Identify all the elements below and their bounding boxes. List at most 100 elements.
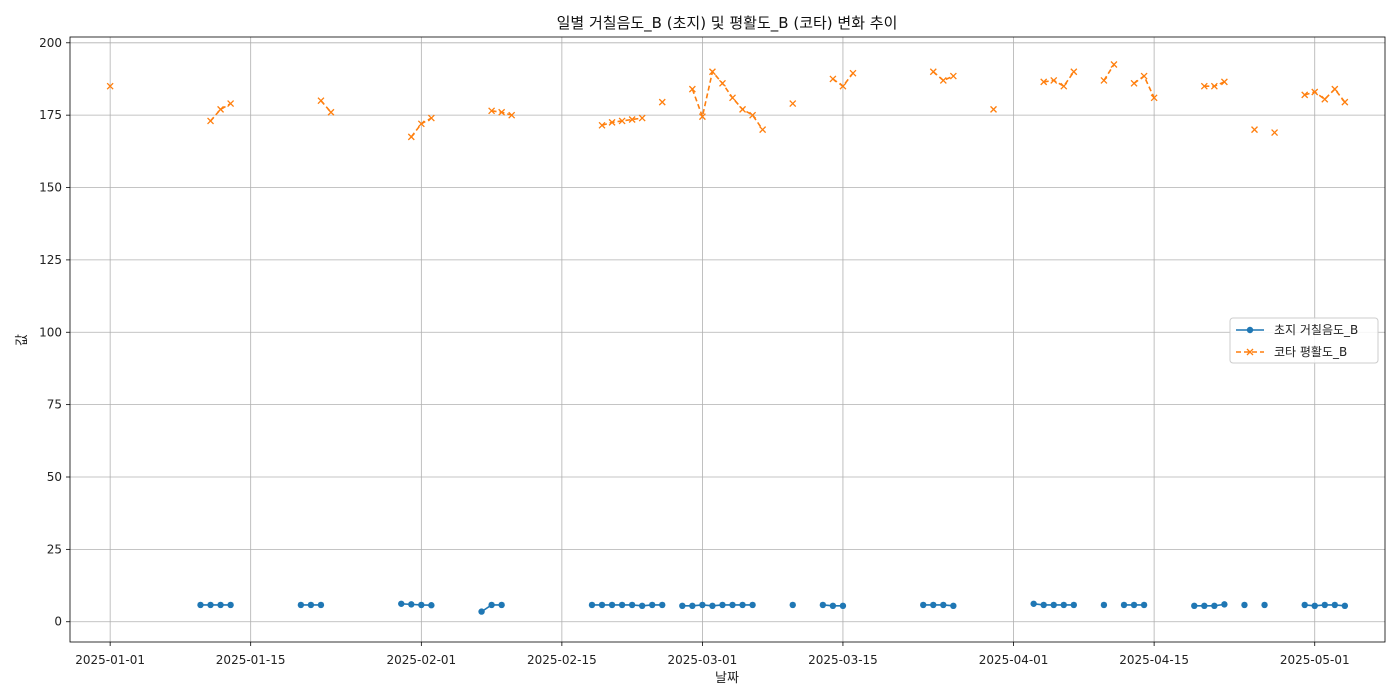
data-point <box>398 600 405 607</box>
data-point <box>699 601 706 609</box>
data-point <box>930 601 937 609</box>
data-point <box>1301 601 1308 609</box>
data-point <box>628 116 636 123</box>
series-1 <box>197 600 1349 615</box>
data-point <box>317 601 325 609</box>
data-point <box>106 82 114 90</box>
y-tick-label: 175 <box>39 108 62 122</box>
data-point <box>949 72 957 80</box>
y-tick-label: 25 <box>47 542 62 556</box>
data-point <box>749 601 756 609</box>
data-point <box>608 601 616 609</box>
data-point <box>1130 79 1138 87</box>
data-point <box>719 601 726 609</box>
data-point <box>317 97 325 105</box>
x-tick-label: 2025-03-01 <box>668 653 738 667</box>
data-point <box>1130 601 1138 609</box>
x-tick-label: 2025-02-15 <box>527 653 597 667</box>
data-point <box>488 601 495 609</box>
data-point <box>1261 601 1268 609</box>
data-point <box>217 105 225 113</box>
data-point <box>1341 98 1349 106</box>
data-point <box>628 601 636 609</box>
series-2 <box>106 61 1349 141</box>
data-point <box>207 117 214 125</box>
y-tick-label: 75 <box>47 398 62 412</box>
x-tick-label: 2025-05-01 <box>1280 653 1350 667</box>
data-point <box>1331 85 1339 93</box>
data-point <box>618 117 626 125</box>
data-point <box>839 82 847 90</box>
data-point <box>307 601 315 609</box>
data-point <box>1210 82 1218 90</box>
data-point <box>1241 601 1248 609</box>
data-point <box>1311 602 1318 610</box>
data-point <box>618 601 626 609</box>
y-tick-label: 200 <box>39 36 62 50</box>
data-point <box>498 108 506 116</box>
data-point <box>638 114 646 122</box>
x-axis: 2025-01-01 2025-01-15 2025-02-01 2025-02-15… <box>75 642 1350 667</box>
data-point <box>1200 82 1208 90</box>
data-point <box>679 602 686 610</box>
data-point <box>1050 76 1058 84</box>
series-line <box>1103 64 1115 81</box>
data-point <box>990 105 997 113</box>
data-point <box>1191 602 1198 610</box>
data-point <box>1220 78 1228 86</box>
series-line <box>691 70 764 131</box>
series-line <box>401 602 432 607</box>
data-point <box>1100 601 1108 609</box>
data-point <box>819 601 827 609</box>
data-point <box>1331 601 1339 609</box>
data-point <box>759 126 767 134</box>
data-point <box>1040 78 1048 86</box>
data-point <box>1301 91 1309 99</box>
data-point <box>1150 94 1158 102</box>
x-tick-label: 2025-02-01 <box>386 653 456 667</box>
series-layer <box>106 61 1349 615</box>
data-point <box>789 100 797 108</box>
data-point <box>217 601 224 609</box>
x-tick-label: 2025-01-01 <box>75 653 145 667</box>
data-point <box>407 133 415 141</box>
data-point <box>729 601 736 609</box>
data-point <box>1271 129 1279 136</box>
data-point <box>297 601 305 609</box>
data-point <box>327 108 335 116</box>
legend-item: 코타 평활도_B <box>1236 345 1347 359</box>
data-point <box>197 601 204 609</box>
data-point <box>739 601 746 609</box>
data-point <box>939 76 947 84</box>
legend-label: 초지 거칠음도_B <box>1274 323 1358 337</box>
data-point <box>227 601 234 609</box>
data-point <box>729 94 736 102</box>
data-point <box>829 75 837 83</box>
legend-frame <box>1229 317 1379 364</box>
series-line <box>932 71 954 82</box>
data-point <box>789 601 796 609</box>
data-point <box>719 79 726 87</box>
legend-label: 코타 평활도_B <box>1274 345 1347 359</box>
series-line <box>1304 87 1346 103</box>
legend-item: 초지 거칠음도_B <box>1236 323 1358 337</box>
y-tick-label: 50 <box>47 470 62 484</box>
data-point <box>698 113 706 121</box>
data-point <box>508 111 516 119</box>
data-point <box>638 602 646 610</box>
x-tick-label: 2025-03-15 <box>808 653 878 667</box>
data-point <box>1201 602 1208 610</box>
data-point <box>1050 601 1057 609</box>
data-point <box>1140 601 1148 609</box>
series-line <box>923 604 954 607</box>
x-axis-label: 날짜 <box>715 671 739 686</box>
x-tick-label: 2025-04-01 <box>979 653 1049 667</box>
data-point <box>207 601 214 609</box>
data-point <box>1246 348 1254 356</box>
data-point <box>598 121 606 129</box>
data-point <box>1321 601 1328 609</box>
data-point <box>598 601 606 609</box>
data-point <box>1060 601 1067 609</box>
data-point <box>950 602 957 610</box>
data-point <box>417 120 425 128</box>
